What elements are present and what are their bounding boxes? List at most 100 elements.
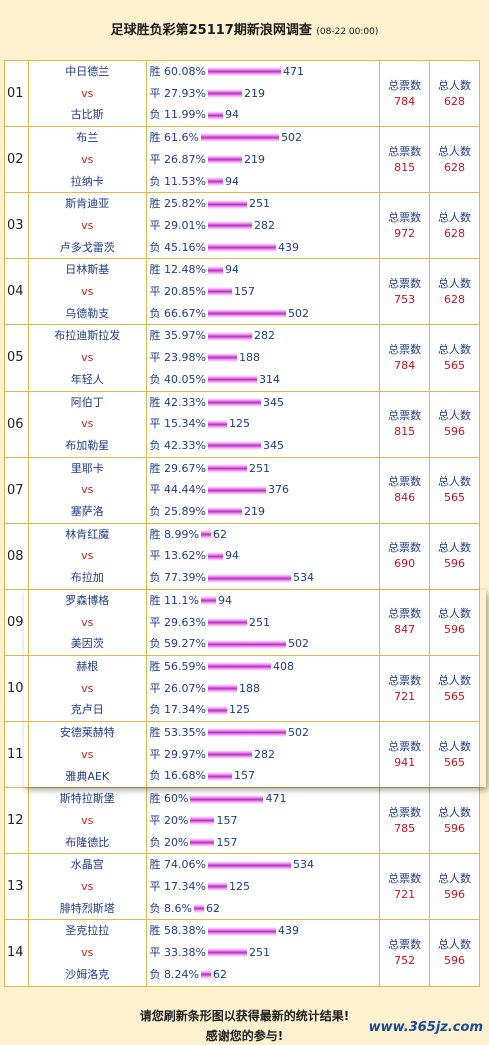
lose-label: 负 (149, 372, 161, 386)
win-bar (190, 794, 264, 804)
draw-bar-row: 平 20% 157 (150, 810, 380, 832)
lose-bar-row: 负 16.68% 157 (150, 765, 380, 787)
lose-label: 负 (149, 967, 161, 981)
win-label: 胜 (149, 461, 161, 475)
draw-percent: 26.07% (164, 681, 206, 695)
lose-label: 负 (149, 306, 161, 320)
lose-label: 负 (149, 108, 161, 122)
match-index: 07 (4, 456, 29, 524)
match-teams: 安德莱赫特 vs 雅典AEK (27, 721, 147, 789)
total-people-cell: 总人数 628 (429, 126, 480, 194)
win-bar (207, 397, 261, 407)
lose-bar (193, 904, 204, 914)
lose-count: 534 (292, 571, 314, 585)
vote-bars: 胜 25.82% 251 平 29.01% 282 负 45.16% 439 (145, 192, 381, 260)
draw-count: 94 (224, 549, 239, 563)
lose-count: 219 (243, 505, 265, 519)
total-people-value: 628 (444, 292, 466, 306)
draw-bar (207, 419, 227, 429)
win-label: 胜 (149, 792, 161, 806)
draw-percent: 33.38% (164, 946, 206, 960)
draw-count: 219 (243, 86, 265, 100)
vs-label: vs (81, 747, 94, 761)
win-count: 408 (272, 660, 294, 673)
draw-percent: 29.63% (164, 615, 206, 629)
total-people-label: 总人数 (438, 871, 472, 885)
win-bar-row: 胜 60.08% 471 (150, 61, 380, 83)
lose-percent: 17.34% (164, 703, 206, 717)
lose-bar (207, 771, 232, 781)
draw-count: 157 (216, 813, 238, 827)
win-bar (200, 530, 211, 540)
win-count: 471 (265, 792, 287, 806)
away-team: 塞萨洛 (70, 505, 104, 519)
away-team: 克卢日 (70, 703, 104, 717)
lose-bar-row: 负 66.67% 502 (150, 303, 380, 325)
draw-count: 125 (228, 880, 250, 894)
title-time: (08-22 00:00) (316, 27, 379, 37)
draw-bar (207, 617, 247, 627)
lose-count: 94 (224, 174, 239, 188)
win-bar (200, 596, 216, 606)
footer-refresh-note: 请您刷新条形图以获得最新的统计结果! (139, 1009, 350, 1023)
total-people-value: 628 (444, 160, 466, 174)
draw-percent: 23.98% (164, 351, 206, 365)
total-people-value: 628 (444, 94, 466, 108)
lose-count: 62 (212, 967, 227, 981)
draw-bar-row: 平 26.07% 188 (150, 678, 380, 700)
draw-count: 251 (248, 946, 270, 960)
match-teams: 布拉迪斯拉发 vs 年轻人 (27, 324, 147, 392)
match-index: 10 (4, 654, 29, 723)
win-bar (207, 926, 276, 936)
total-votes-value: 752 (394, 953, 416, 967)
title-main: 足球胜负彩第25117期新浪网调查 (110, 23, 312, 38)
away-team: 拉纳卡 (70, 174, 104, 188)
lose-count: 157 (233, 769, 255, 783)
total-votes-cell: 总票数 846 (379, 456, 431, 524)
win-bar-row: 胜 58.38% 439 (150, 920, 380, 942)
draw-count: 282 (253, 218, 275, 232)
draw-bar (207, 684, 237, 694)
away-team: 腓特烈斯塔 (59, 901, 115, 915)
match-teams: 斯特拉斯堡 vs 布隆德比 (27, 787, 147, 855)
vote-bars: 胜 42.33% 345 平 15.34% 125 负 42.33% 345 (145, 390, 381, 458)
lose-percent: 25.89% (164, 505, 206, 519)
win-percent: 25.82% (164, 197, 206, 211)
home-team: 中日德兰 (65, 65, 110, 78)
lose-bar-row: 负 77.39% 534 (150, 567, 380, 589)
draw-label: 平 (149, 417, 161, 431)
lose-bar (207, 242, 276, 252)
total-votes-cell: 总票数 752 (379, 919, 431, 987)
draw-bar-row: 平 44.44% 376 (150, 479, 380, 501)
vote-bars: 胜 11.1% 94 平 29.63% 251 负 59.27% 502 (145, 588, 381, 656)
draw-percent: 13.62% (164, 549, 206, 563)
draw-percent: 20.85% (164, 285, 206, 299)
home-team: 里耶卡 (70, 461, 104, 475)
win-bar (207, 728, 286, 738)
match-teams: 罗森博格 vs 美因茨 (27, 588, 147, 656)
lose-percent: 77.39% (164, 571, 206, 585)
draw-bar-row: 平 29.97% 282 (150, 744, 380, 766)
match-teams: 日林斯基 vs 乌德勒支 (27, 258, 147, 326)
draw-bar (207, 89, 242, 99)
total-votes-label: 总票数 (388, 276, 422, 290)
lose-percent: 59.27% (164, 637, 206, 651)
lose-label: 负 (149, 637, 161, 651)
total-votes-value: 784 (394, 358, 416, 372)
win-bar-row: 胜 42.33% 345 (150, 392, 380, 414)
total-people-label: 总人数 (438, 78, 472, 92)
total-votes-value: 815 (394, 160, 416, 174)
draw-bar (207, 948, 247, 958)
total-people-label: 总人数 (438, 541, 472, 555)
total-votes-value: 815 (394, 425, 416, 439)
win-count: 439 (277, 924, 299, 938)
lose-label: 负 (149, 505, 161, 519)
total-people-cell: 总人数 596 (429, 588, 480, 656)
lose-percent: 45.16% (164, 240, 206, 254)
total-votes-cell: 总票数 721 (379, 853, 431, 921)
lose-count: 157 (216, 835, 238, 849)
draw-count: 188 (238, 681, 260, 695)
win-percent: 74.06% (164, 858, 206, 872)
win-bar (207, 860, 291, 870)
lose-bar-row: 负 40.05% 314 (150, 369, 380, 391)
